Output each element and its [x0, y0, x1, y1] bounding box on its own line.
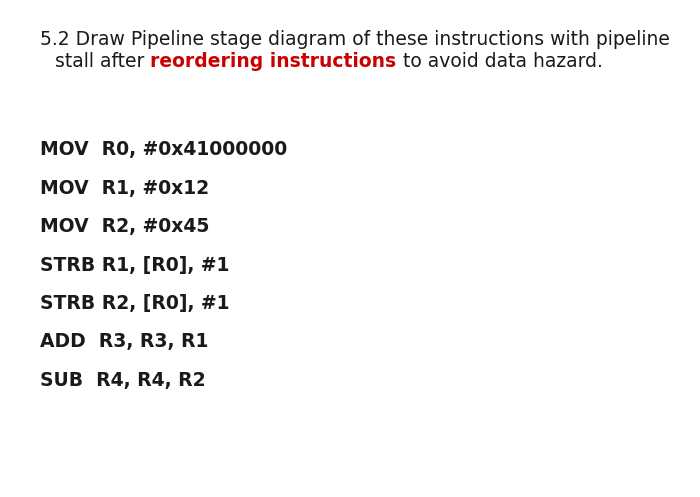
Text: MOV  R2, #0x45: MOV R2, #0x45 [40, 217, 209, 236]
Text: MOV  R0, #0x41000000: MOV R0, #0x41000000 [40, 140, 287, 159]
Text: SUB  R4, R4, R2: SUB R4, R4, R2 [40, 371, 206, 390]
Text: STRB R1, [R0], #1: STRB R1, [R0], #1 [40, 255, 230, 274]
Text: MOV  R1, #0x12: MOV R1, #0x12 [40, 178, 209, 197]
Text: to avoid data hazard.: to avoid data hazard. [396, 52, 603, 71]
Text: stall after: stall after [55, 52, 150, 71]
Text: reordering instructions: reordering instructions [150, 52, 396, 71]
Text: ADD  R3, R3, R1: ADD R3, R3, R1 [40, 332, 209, 351]
Text: 5.2 Draw Pipeline stage diagram of these instructions with pipeline: 5.2 Draw Pipeline stage diagram of these… [40, 30, 670, 49]
Text: STRB R2, [R0], #1: STRB R2, [R0], #1 [40, 294, 230, 313]
